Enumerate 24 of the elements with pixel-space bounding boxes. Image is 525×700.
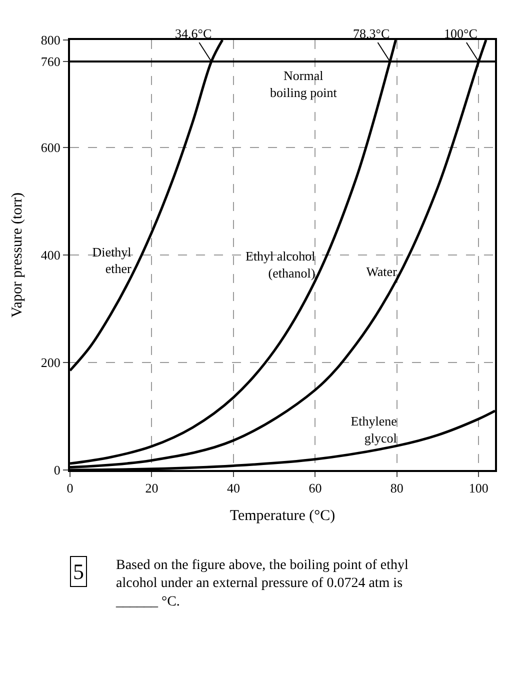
y-tick-label: 760 (40, 54, 60, 70)
text: 5 (73, 559, 84, 584)
annotation: 100°C (444, 26, 478, 41)
series-label: Diethyl ether (92, 244, 132, 276)
x-tick-label: 80 (390, 480, 404, 496)
y-tick-label: 200 (40, 355, 60, 370)
y-tick-label: 400 (40, 248, 60, 263)
x-tick-label: 40 (226, 480, 240, 496)
x-tick-label: 100 (468, 480, 488, 496)
text: Based on the figure above, the boiling point of ethyl alcohol under an external pressure of 0.0724 atm is ______ °C. (115, 558, 408, 610)
series-label: Water (366, 264, 398, 279)
ref-line-label: Normal boiling point (270, 68, 338, 100)
annotation: 34.6°C (175, 26, 212, 41)
series-label: Ethylene glycol (350, 414, 398, 446)
x-tick-label: 20 (145, 480, 158, 496)
y-tick-label: 0 (54, 462, 60, 478)
y-tick-label: 600 (40, 140, 60, 156)
y-tick-label: 800 (40, 32, 60, 48)
x-tick-label: 60 (308, 480, 322, 496)
x-axis-title: Temperature (°C) (230, 508, 336, 524)
x-tick-label: 0 (66, 480, 74, 496)
y-axis-title: Vapor pressure (torr) (10, 192, 26, 318)
series-label: Ethyl alcohol (ethanol) (246, 248, 316, 281)
annotation: 78.3°C (353, 26, 390, 41)
